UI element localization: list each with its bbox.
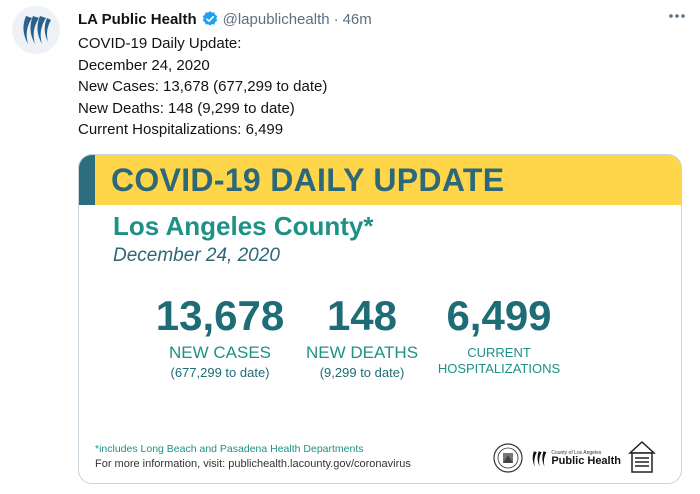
separator-dot: · <box>333 10 339 28</box>
tweet-text: COVID-19 Daily Update: December 24, 2020… <box>78 33 638 141</box>
county-seal-icon <box>493 443 523 473</box>
banner-title: COVID-19 DAILY UPDATE <box>111 162 504 199</box>
tweet-line: Current Hospitalizations: 6,499 <box>78 121 284 138</box>
banner-title-bold: COVID-19 <box>111 162 261 198</box>
banner-accent <box>79 155 95 205</box>
stat-value: 6,499 <box>446 292 552 339</box>
display-name[interactable]: LA Public Health <box>78 10 197 28</box>
banner-title-rest: DAILY UPDATE <box>270 162 505 198</box>
banner: COVID-19 DAILY UPDATE <box>79 155 681 205</box>
stat-label-line1: CURRENT <box>467 345 531 360</box>
tweet-line: COVID-19 Daily Update: <box>78 35 242 52</box>
avatar[interactable] <box>12 6 60 54</box>
stat-label-line2: HOSPITALIZATIONS <box>437 361 561 376</box>
stat-new-deaths: 148 NEW DEATHS (9,299 to date) <box>297 293 427 382</box>
stat-label: NEW CASES <box>168 343 272 362</box>
stat-sub: (9,299 to date) <box>319 365 405 380</box>
tweet-line: New Cases: 13,678 (677,299 to date) <box>78 78 328 95</box>
stat-sub: (677,299 to date) <box>170 365 270 380</box>
verified-badge-icon <box>201 10 219 28</box>
county-title: Los Angeles County* <box>113 211 374 241</box>
stat-value: 13,678 <box>155 292 285 339</box>
tweet-line: New Deaths: 148 (9,299 to date) <box>78 99 295 117</box>
stay-safe-home-icon <box>628 440 656 473</box>
stat-value: 148 <box>326 292 398 339</box>
lapublichealth-logo-icon <box>12 6 60 54</box>
timestamp[interactable]: 46m <box>342 10 372 28</box>
more-options-button[interactable] <box>664 6 690 26</box>
more-icon <box>669 14 685 18</box>
stat-hospitalizations: 6,499 CURRENT HOSPITALIZATIONS <box>429 293 569 377</box>
public-health-logo: County of Los Angeles Public Health <box>531 447 621 471</box>
media-card[interactable]: COVID-19 DAILY UPDATE Los Angeles County… <box>78 154 682 484</box>
tweet-line: December 24, 2020 <box>78 56 210 74</box>
handle[interactable]: @lapublichealth <box>222 10 330 28</box>
logo-big-text: Public Health <box>551 455 621 467</box>
tweet-header: LA Public Health @lapublichealth · 46m <box>78 9 690 29</box>
logo-small-text: County of Los Angeles <box>551 450 602 456</box>
stat-label: NEW DEATHS <box>305 343 419 362</box>
more-info-text: For more information, visit: publichealt… <box>95 458 411 470</box>
public-health-logo-icon <box>532 451 547 467</box>
stat-new-cases: 13,678 NEW CASES (677,299 to date) <box>145 293 295 382</box>
footnote: *includes Long Beach and Pasadena Health… <box>95 443 364 455</box>
card-date: December 24, 2020 <box>113 245 280 266</box>
